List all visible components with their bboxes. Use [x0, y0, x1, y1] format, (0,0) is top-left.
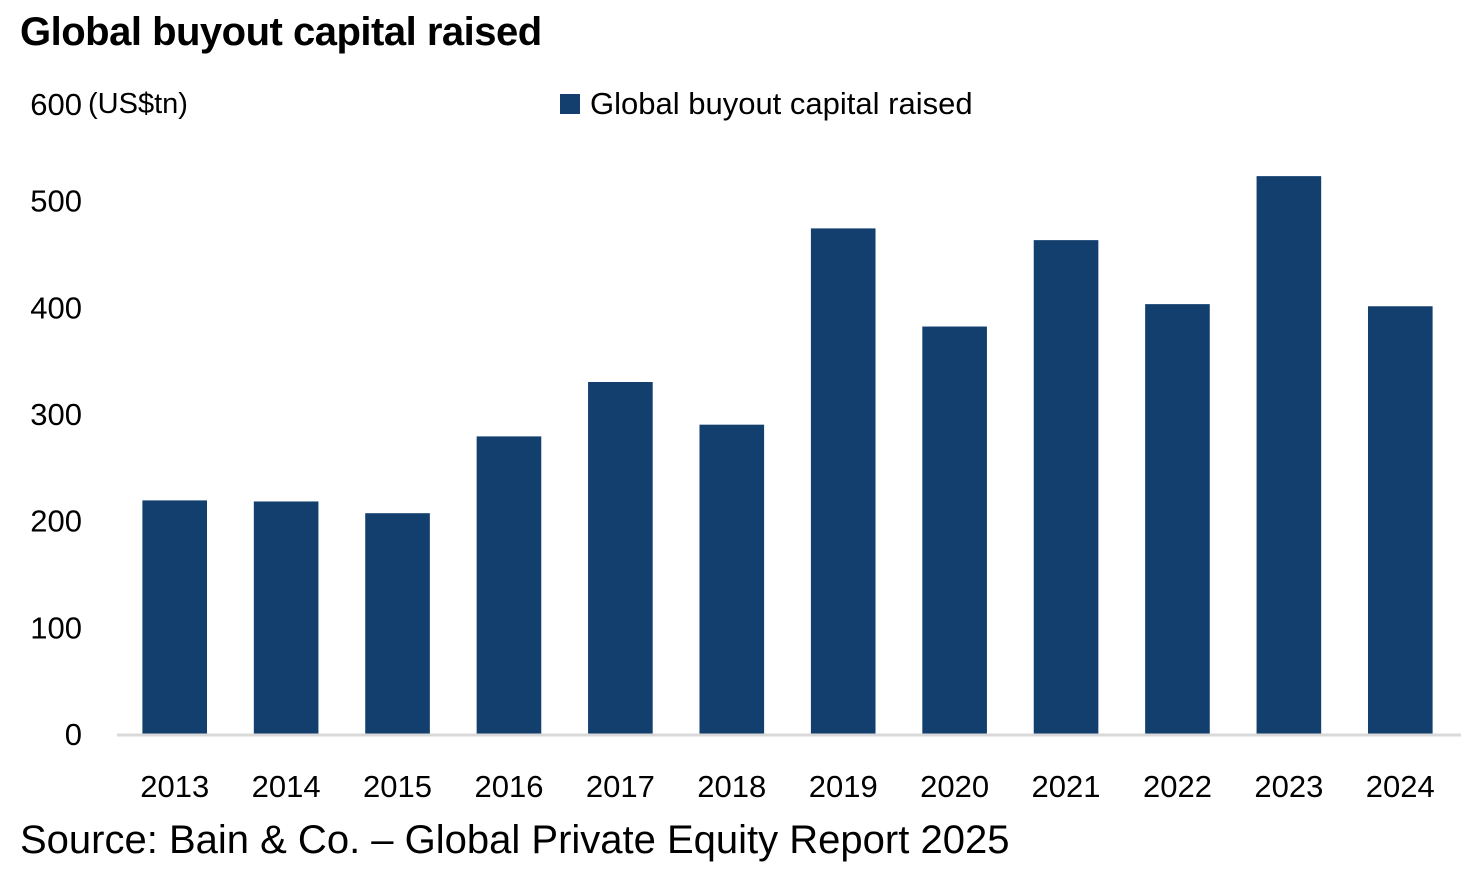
y-axis-unit-label: (US$tn) [88, 88, 188, 120]
legend-label: Global buyout capital raised [590, 86, 973, 121]
bar-2013 [142, 500, 208, 734]
x-tick-label: 2019 [809, 769, 878, 804]
bar-2022 [1145, 304, 1210, 734]
y-tick-label: 0 [65, 717, 82, 752]
bar-2016 [476, 436, 542, 734]
y-tick-label: 600 [30, 87, 82, 122]
bar-2017 [588, 382, 653, 734]
bar-2014 [253, 501, 319, 734]
bar-2015 [365, 513, 430, 734]
y-tick-label: 400 [30, 290, 82, 325]
source-note: Source: Bain & Co. – Global Private Equi… [20, 818, 1010, 862]
x-tick-label: 2023 [1254, 769, 1323, 804]
x-tick-label: 2024 [1366, 769, 1435, 804]
y-tick-label: 100 [30, 610, 82, 645]
x-tick-label: 2013 [140, 769, 209, 804]
y-axis: 0 100 200 300 400 500 600 [30, 87, 82, 752]
bar-2019 [810, 228, 876, 734]
chart-title: Global buyout capital raised [20, 10, 542, 54]
x-tick-label: 2018 [697, 769, 766, 804]
x-tick-label: 2015 [363, 769, 432, 804]
bar-2018 [699, 424, 765, 734]
x-tick-label: 2017 [586, 769, 655, 804]
legend-swatch [560, 94, 580, 114]
x-axis: 2013 2014 2015 2016 2017 2018 2019 2020 2021 2022… [140, 769, 1435, 804]
x-tick-label: 2020 [920, 769, 989, 804]
y-tick-label: 200 [30, 504, 82, 539]
legend: Global buyout capital raised [560, 86, 973, 122]
bar-2021 [1033, 240, 1099, 734]
bar-2020 [922, 326, 987, 734]
x-tick-label: 2022 [1143, 769, 1212, 804]
x-tick-label: 2014 [252, 769, 321, 804]
x-tick-label: 2021 [1032, 769, 1101, 804]
y-tick-label: 500 [30, 184, 82, 219]
x-tick-label: 2016 [474, 769, 543, 804]
bar-2023 [1256, 176, 1322, 735]
bar-2024 [1367, 306, 1433, 734]
y-tick-label: 300 [30, 397, 82, 432]
bars [142, 176, 1433, 735]
